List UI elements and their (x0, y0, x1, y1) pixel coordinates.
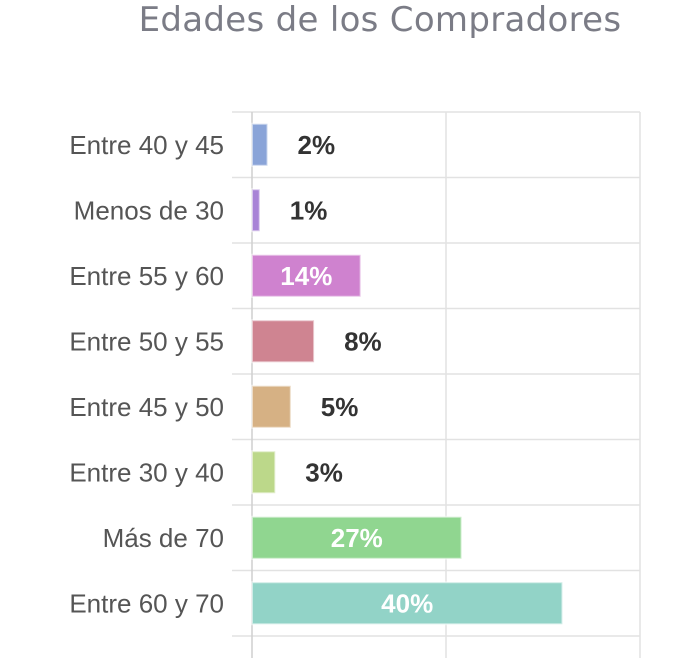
category-label: Entre 45 y 50 (69, 392, 224, 422)
bar (251, 450, 277, 495)
category-label: Entre 55 y 60 (69, 261, 224, 291)
value-label: 5% (321, 392, 359, 422)
value-label: 27% (331, 523, 383, 553)
bar (251, 188, 261, 233)
category-label: Entre 60 y 70 (69, 588, 224, 618)
bar (251, 515, 463, 560)
category-label: Más de 70 (103, 523, 224, 553)
value-labels: 2% 1% 14% 8% 5% 3% 27% 40% (280, 130, 433, 619)
value-label: 1% (290, 195, 328, 225)
bar (251, 319, 316, 364)
chart-title: Edades de los Compradores (138, 0, 622, 40)
bar (251, 581, 564, 626)
value-label: 14% (280, 261, 332, 291)
bar (251, 253, 362, 298)
category-labels: Entre 40 y 45 Menos de 30 Entre 55 y 60 Ent… (69, 130, 224, 619)
value-label: 8% (344, 326, 382, 356)
chart-bars (251, 122, 564, 626)
value-label: 40% (381, 588, 433, 618)
value-label: 2% (298, 130, 336, 160)
category-label: Entre 30 y 40 (69, 457, 224, 487)
category-label: Menos de 30 (74, 195, 224, 225)
category-label: Entre 40 y 45 (69, 130, 224, 160)
bar (251, 122, 269, 167)
category-label: Entre 50 y 55 (69, 326, 224, 356)
value-label: 3% (305, 457, 343, 487)
chart-grid (232, 111, 641, 658)
bar (251, 384, 292, 429)
